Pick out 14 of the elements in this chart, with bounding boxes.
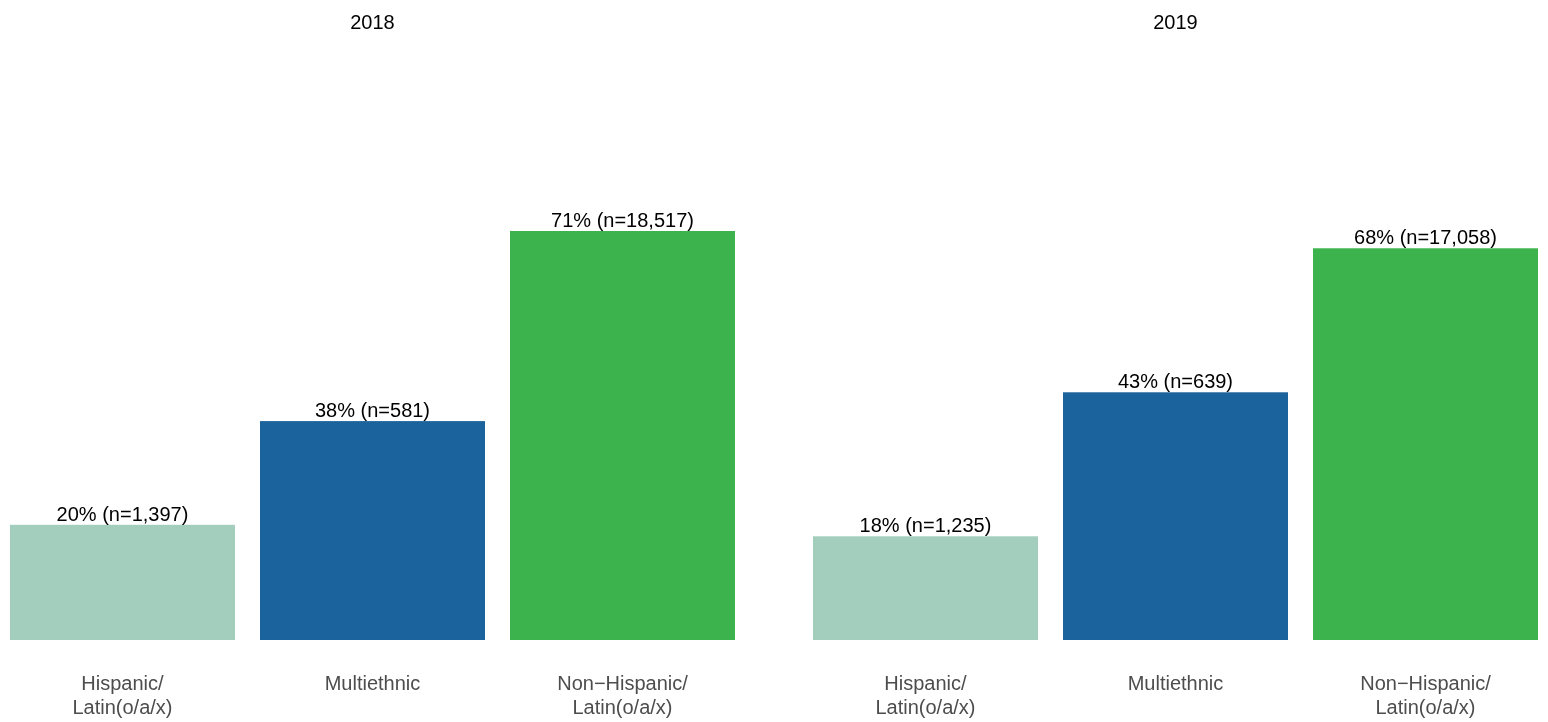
data-label: 38% (n=581) [314,399,431,422]
data-label: 43% (n=639) [1117,370,1234,393]
x-tick-label: Multiethnic [1127,672,1224,694]
x-tick-label: Multiethnic [324,672,421,694]
x-tick-label: Hispanic/ Latin(o/a/x) [72,672,173,718]
x-tick-label: Non−Hispanic/ Latin(o/a/x) [1360,672,1492,718]
chart-title: 2019 [1153,11,1198,33]
data-label: 71% (n=18,517) [551,209,694,231]
x-tick-label: Non−Hispanic/ Latin(o/a/x) [557,672,689,718]
x-tick-label: Hispanic/ Latin(o/a/x) [875,672,976,718]
data-label: 68% (n=17,058) [1354,226,1497,249]
data-label: 18% (n=1,235) [859,514,992,537]
chart-title: 2018 [350,11,395,33]
data-label: 20% (n=1,397) [56,502,189,525]
